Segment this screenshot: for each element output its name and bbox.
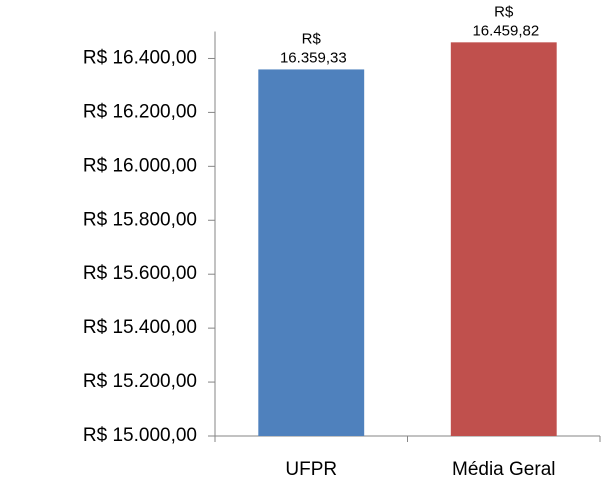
bar [450,42,557,436]
y-tick-label: R$ 16.200,00 [83,101,197,122]
x-tick-label: UFPR [285,459,337,480]
data-label: R$ 16.359,33 [276,30,347,66]
y-tick-label: R$ 16.000,00 [83,155,197,176]
x-tick-label: Média Geral [452,459,556,480]
y-tick-label: R$ 15.200,00 [83,371,197,392]
y-tick-label: R$ 16.400,00 [83,47,197,68]
y-tick-label: R$ 15.800,00 [83,209,197,230]
y-tick-label: R$ 15.600,00 [83,263,197,284]
y-tick-label: R$ 15.400,00 [83,317,197,338]
bar [258,69,365,436]
data-label: R$ 16.459,82 [468,3,539,39]
y-tick-label: R$ 15.000,00 [83,425,197,446]
